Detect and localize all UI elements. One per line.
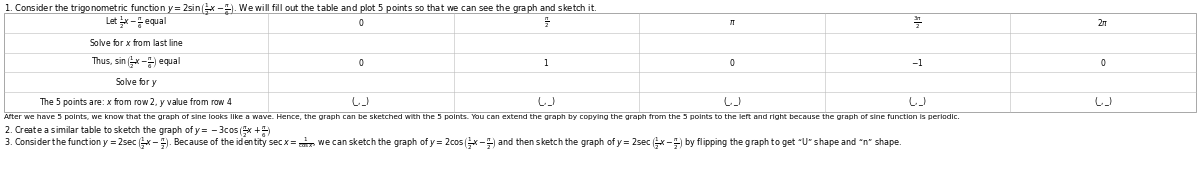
Text: $0$: $0$	[1100, 57, 1106, 68]
Text: Solve for $x$ from last line: Solve for $x$ from last line	[89, 37, 184, 48]
Text: $\frac{3\pi}{2}$: $\frac{3\pi}{2}$	[913, 15, 922, 31]
Text: After we have 5 points, we know that the graph of sine looks like a wave. Hence,: After we have 5 points, we know that the…	[4, 114, 960, 120]
Text: Let $\frac{1}{2}x - \frac{\pi}{6}$ equal: Let $\frac{1}{2}x - \frac{\pi}{6}$ equal	[106, 15, 167, 31]
Text: $0$: $0$	[358, 17, 364, 28]
Text: $1$: $1$	[544, 57, 550, 68]
Text: $\frac{\pi}{2}$: $\frac{\pi}{2}$	[544, 16, 550, 30]
Text: $\pi$: $\pi$	[728, 18, 736, 27]
Text: $-1$: $-1$	[911, 57, 924, 68]
Text: $(\_,\_)$: $(\_,\_)$	[352, 96, 371, 108]
Text: 3. Consider the function $y = 2\sec\left(\frac{1}{2}x - \frac{\pi}{2}\right)$. B: 3. Consider the function $y = 2\sec\left…	[4, 136, 902, 152]
Text: $0$: $0$	[358, 57, 364, 68]
Text: $(\_,\_)$: $(\_,\_)$	[1093, 96, 1112, 108]
Text: $(\_,\_)$: $(\_,\_)$	[908, 96, 928, 108]
Text: $(\_,\_)$: $(\_,\_)$	[722, 96, 742, 108]
Text: $(\_,\_)$: $(\_,\_)$	[536, 96, 556, 108]
Text: $0$: $0$	[728, 57, 736, 68]
Bar	[4, 13, 1196, 112]
Text: $2\pi$: $2\pi$	[1098, 17, 1109, 28]
Text: 2. Create a similar table to sketch the graph of $y = -3\cos\left(\frac{\pi}{2}x: 2. Create a similar table to sketch the …	[4, 125, 271, 140]
Text: 1. Consider the trigonometric function $y = 2\sin\left(\frac{1}{2}x - \frac{\pi}: 1. Consider the trigonometric function $…	[4, 2, 598, 18]
Text: Solve for $y$: Solve for $y$	[115, 76, 157, 89]
Text: The 5 points are: $x$ from row 2, $y$ value from row 4: The 5 points are: $x$ from row 2, $y$ va…	[38, 96, 233, 109]
Text: Thus, $\sin\left(\frac{1}{2}x - \frac{\pi}{6}\right)$ equal: Thus, $\sin\left(\frac{1}{2}x - \frac{\p…	[91, 54, 181, 71]
